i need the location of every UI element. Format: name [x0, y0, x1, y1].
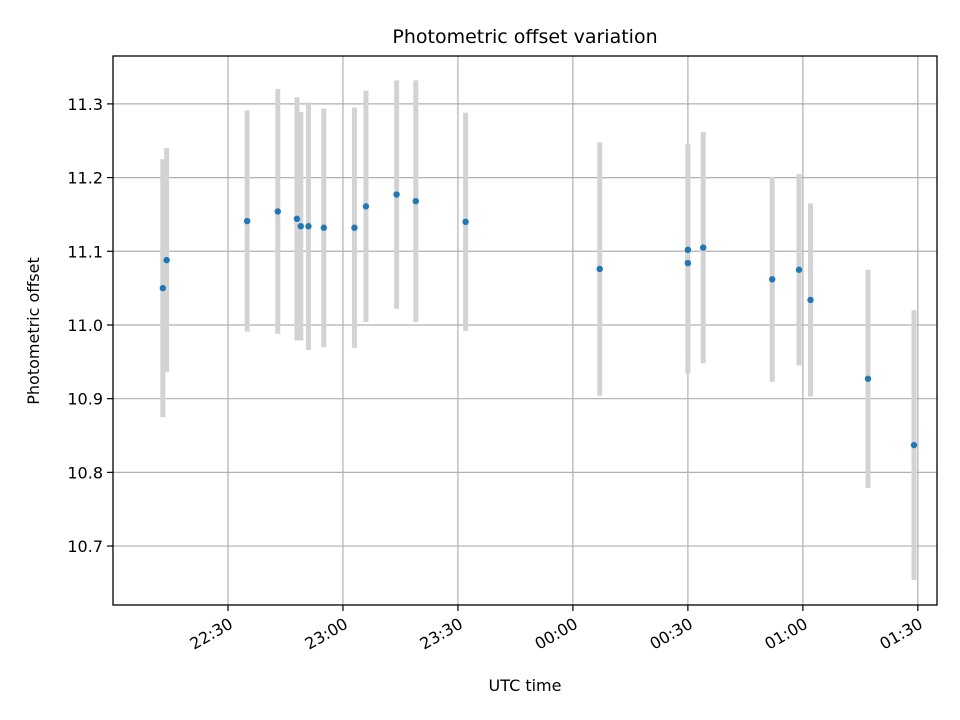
data-point [769, 276, 776, 283]
data-point [293, 215, 301, 223]
data-point [163, 256, 170, 264]
y-tick-label: 11.0 [67, 316, 103, 335]
data-point [795, 266, 803, 273]
y-tick-label: 10.9 [67, 390, 103, 409]
y-axis-label: Photometric offset [24, 257, 43, 405]
data-point [910, 441, 918, 449]
data-point [362, 203, 370, 210]
y-axis: 10.7 10.8 10.9 11.0 11.1 11.2 11.3 [67, 95, 113, 556]
data-point [596, 265, 603, 273]
data-point [700, 244, 707, 251]
data-point [159, 284, 167, 292]
data-point [412, 197, 419, 205]
data-point [243, 217, 251, 225]
data-point [462, 218, 469, 226]
x-axis-label: UTC time [489, 676, 562, 695]
data-point [684, 259, 692, 267]
y-tick-label: 11.2 [67, 169, 103, 188]
data-point [320, 224, 327, 231]
data-point [864, 375, 872, 382]
chart-title: Photometric offset variation [392, 26, 657, 48]
data-point [393, 191, 400, 198]
y-tick-label: 10.7 [67, 537, 103, 556]
data-points [159, 191, 918, 449]
data-point [351, 224, 358, 231]
data-point [305, 223, 312, 230]
data-point [684, 246, 692, 254]
data-point [297, 223, 304, 230]
data-point [807, 296, 814, 304]
y-tick-label: 11.1 [67, 242, 103, 261]
data-point [274, 208, 281, 215]
y-tick-label: 11.3 [67, 95, 103, 114]
plot-frame [112, 55, 938, 606]
y-tick-label: 10.8 [67, 463, 103, 482]
